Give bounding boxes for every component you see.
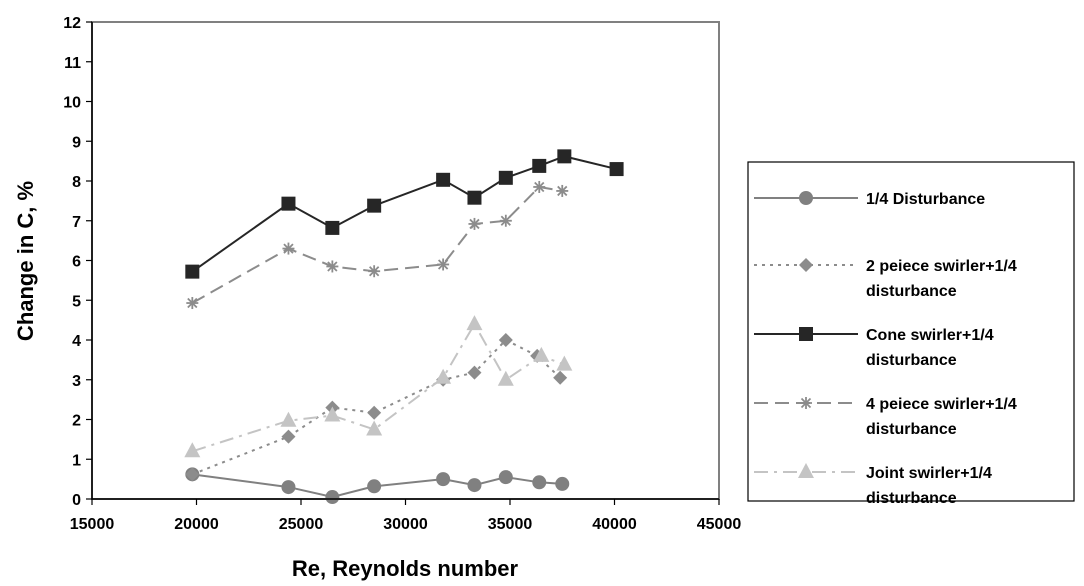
series-4 <box>186 180 569 310</box>
data-point <box>324 406 341 422</box>
y-tick-label: 1 <box>72 452 81 469</box>
data-point <box>557 149 572 164</box>
x-tick-label: 45000 <box>697 516 742 533</box>
y-tick-label: 0 <box>72 492 81 509</box>
data-point <box>281 429 296 444</box>
y-axis-title: Change in C, % <box>13 181 38 341</box>
plot-area <box>91 21 720 500</box>
x-tick-label: 20000 <box>174 516 219 533</box>
legend-entry-3: Cone swirler+1/4 disturbance <box>754 327 994 369</box>
data-point <box>556 355 573 371</box>
x-tick-label: 30000 <box>383 516 428 533</box>
data-point <box>466 315 483 331</box>
data-point <box>553 370 568 385</box>
y-tick-label: 11 <box>64 55 81 72</box>
data-point <box>325 220 340 235</box>
legend-marker <box>799 191 813 205</box>
data-point <box>609 162 624 177</box>
data-point <box>281 480 296 495</box>
legend-entry-5: Joint swirler+1/4 disturbance <box>754 463 992 507</box>
data-point <box>325 490 340 505</box>
data-point <box>366 420 383 436</box>
x-tick-label: 35000 <box>488 516 533 533</box>
legend-label: Joint swirler+1/4 <box>866 465 992 482</box>
legend-label: 1/4 Disturbance <box>866 191 985 208</box>
data-point <box>499 214 512 227</box>
series-line <box>191 185 563 304</box>
y-tick-label: 9 <box>72 134 81 151</box>
y-tick-label: 6 <box>72 254 81 271</box>
series-1 <box>185 467 570 505</box>
series-3 <box>185 149 624 279</box>
data-point <box>435 368 452 384</box>
legend-label: disturbance <box>866 421 957 438</box>
y-tick-label: 12 <box>63 15 81 32</box>
data-point <box>368 265 381 278</box>
y-tick-label: 8 <box>72 174 81 191</box>
legend-entry-2: 2 peiece swirler+1/4 disturbance <box>754 258 1017 300</box>
legend-label: disturbance <box>866 490 957 507</box>
data-point <box>498 170 513 185</box>
y-tick-label: 5 <box>72 293 81 310</box>
data-point <box>533 180 546 193</box>
legend-marker <box>799 258 813 272</box>
data-point <box>282 242 295 255</box>
data-point <box>467 365 482 380</box>
data-point <box>326 260 339 273</box>
data-point <box>186 297 199 310</box>
legend-label: 4 peiece swirler+1/4 <box>866 396 1017 413</box>
data-point <box>467 190 482 205</box>
legend-label: 2 peiece swirler+1/4 <box>866 258 1017 275</box>
data-point <box>467 478 482 493</box>
data-point <box>532 158 547 173</box>
data-point <box>184 442 201 458</box>
data-point <box>556 184 569 197</box>
legend-entry-4: 4 peiece swirler+1/4 disturbance <box>754 396 1017 438</box>
x-tick-label: 40000 <box>592 516 637 533</box>
data-point <box>533 346 550 362</box>
data-point <box>280 411 297 427</box>
x-tick-label: 25000 <box>279 516 324 533</box>
legend-entry-1: 1/4 Disturbance <box>754 191 985 208</box>
series-line <box>191 155 617 273</box>
data-point <box>532 475 547 490</box>
legend: 1/4 Disturbance 2 peiece swirler+1/4 distu… <box>747 161 1075 507</box>
series-5 <box>184 315 573 458</box>
x-tick-label: 15000 <box>70 516 115 533</box>
legend-label: Cone swirler+1/4 <box>866 327 994 344</box>
y-tick-label: 4 <box>72 333 81 350</box>
legend-marker <box>799 327 813 341</box>
y-tick-label: 2 <box>72 413 81 430</box>
legend-label: disturbance <box>866 352 957 369</box>
data-point <box>555 476 570 491</box>
data-point <box>185 264 200 279</box>
data-point <box>185 467 200 482</box>
y-tick-label: 7 <box>72 214 81 231</box>
data-point <box>437 258 450 271</box>
x-axis-title: Re, Reynolds number <box>292 556 519 581</box>
legend-marker <box>798 463 814 478</box>
legend-marker <box>800 397 812 409</box>
data-point <box>436 472 451 487</box>
data-point <box>498 470 513 485</box>
data-point <box>281 196 296 211</box>
data-point <box>367 405 382 420</box>
y-tick-label: 3 <box>72 373 81 390</box>
data-point <box>436 172 451 187</box>
legend-entries: 1/4 Disturbance 2 peiece swirler+1/4 distu… <box>754 191 1017 507</box>
data-point <box>367 479 382 494</box>
y-tick-label: 10 <box>63 95 81 112</box>
data-point <box>498 333 513 347</box>
series-layer <box>184 149 624 505</box>
data-point <box>497 370 514 386</box>
legend-label: disturbance <box>866 283 957 300</box>
data-point <box>367 198 382 213</box>
data-point <box>468 217 481 230</box>
